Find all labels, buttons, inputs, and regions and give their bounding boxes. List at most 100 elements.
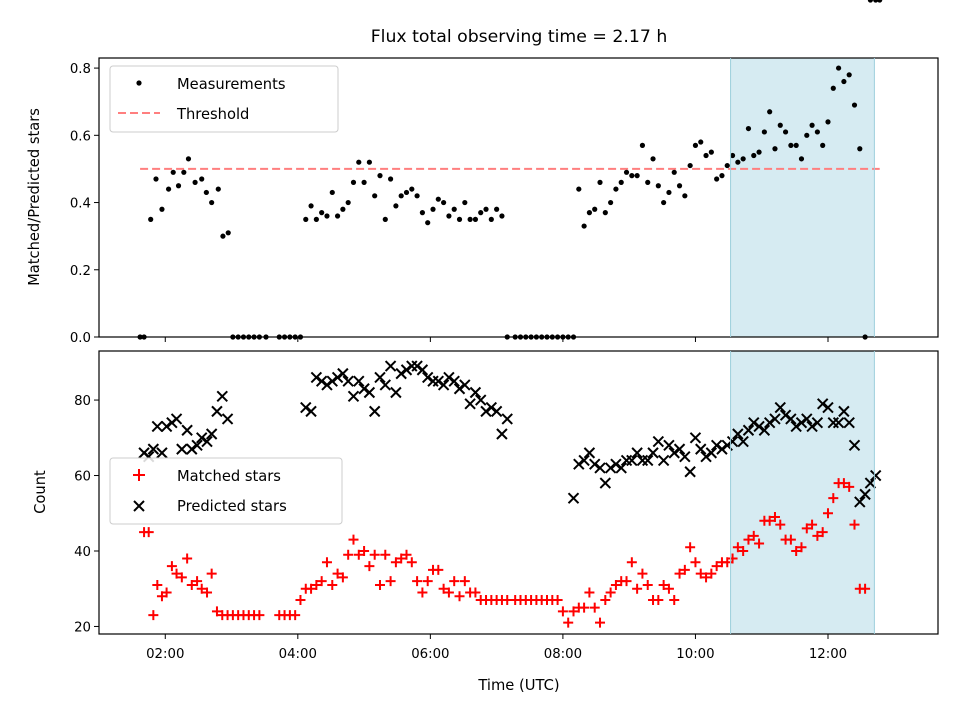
measurements-point — [430, 206, 436, 212]
measurements-point — [788, 142, 794, 148]
predicted-stars-point — [869, 469, 882, 482]
measurements-point — [676, 183, 683, 189]
measurements-point — [419, 210, 426, 216]
matched-stars-point — [171, 568, 182, 579]
predicted-stars-point — [448, 375, 460, 387]
predicted-stars-point — [475, 394, 487, 406]
measurements-point — [825, 119, 831, 125]
measurements-point — [175, 183, 182, 189]
predicted-stars-point — [406, 360, 418, 372]
matched-stars-point — [828, 493, 839, 504]
measurements-point — [467, 216, 473, 222]
measurements-point — [835, 65, 842, 71]
predicted-stars-point — [843, 416, 855, 429]
matched-stars-point — [812, 530, 823, 541]
predicted-stars-point — [716, 443, 728, 455]
matched-stars-point — [449, 576, 460, 587]
predicted-stars-point — [358, 383, 370, 395]
measurements-point — [692, 142, 699, 148]
bottom-legend: Matched stars Predicted stars — [109, 457, 343, 525]
matched-stars-point — [470, 587, 481, 598]
matched-stars-point — [438, 583, 449, 594]
predicted-stars-point — [806, 420, 818, 433]
predicted-stars-point — [379, 379, 392, 391]
predicted-stars-point — [374, 371, 386, 384]
measurements-point — [581, 223, 587, 229]
measurements-point — [435, 196, 441, 202]
predicted-stars-point — [443, 371, 455, 384]
predicted-stars-point — [726, 435, 739, 448]
matched-stars-point — [626, 557, 637, 568]
predicted-stars-point — [822, 401, 834, 414]
matched-stars-point — [385, 576, 396, 587]
predicted-stars-point — [663, 439, 675, 452]
predicted-stars-point — [732, 428, 744, 440]
matched-stars-point — [211, 606, 222, 617]
predicted-stars-point — [705, 447, 718, 459]
measurements-point — [576, 186, 582, 192]
matched-stars-point — [459, 576, 470, 587]
predicted-stars-point — [205, 428, 218, 440]
measurements-point — [488, 216, 494, 222]
measurements-point — [215, 186, 221, 192]
measurements-point — [661, 199, 667, 206]
measurements-point — [192, 179, 198, 185]
predicted-stars-point — [583, 447, 596, 459]
measurements-point — [462, 199, 468, 206]
measurements-point — [714, 176, 720, 182]
predicted-stars-point — [657, 454, 670, 467]
matched-stars-point — [642, 579, 653, 590]
predicted-stars-point — [795, 416, 808, 429]
predicted-stars-point — [390, 386, 402, 399]
matched-stars-point — [422, 576, 433, 587]
predicted-stars-point — [774, 401, 786, 414]
predicted-stars-point — [816, 398, 829, 410]
measurements-point — [608, 199, 614, 206]
matched-stars-point — [669, 595, 680, 606]
matched-stars-point — [679, 564, 690, 575]
matched-stars-point — [584, 587, 595, 598]
matched-stars-point — [364, 561, 375, 572]
matched-stars-point — [412, 576, 423, 587]
matched-stars-point — [801, 523, 812, 534]
predicted-stars-point — [647, 447, 659, 459]
measurements-point — [708, 149, 714, 155]
predicted-stars-point — [763, 416, 776, 429]
measurements-point — [340, 206, 346, 212]
predicted-stars-point — [838, 405, 850, 418]
matched-stars-point — [775, 519, 786, 530]
measurements-point — [851, 102, 858, 108]
predicted-stars-point — [400, 364, 413, 376]
predicted-stars-point — [710, 439, 723, 452]
predicted-stars-point — [186, 443, 198, 455]
matched-stars-point — [605, 587, 616, 598]
matched-stars-point — [727, 553, 738, 564]
measurements-point — [634, 173, 640, 179]
predicted-stars-point — [673, 443, 686, 455]
matched-stars-point — [390, 557, 401, 568]
panel-top: 0.00.20.40.60.8 Matched/Predicted stars … — [26, 0, 939, 346]
predicted-stars-point — [201, 435, 213, 448]
predicted-stars-point — [384, 360, 397, 372]
measurements-point — [372, 193, 378, 199]
matched-stars-point — [206, 568, 217, 579]
x-tick-label: 08:00 — [544, 647, 582, 662]
matched-stars-point — [161, 587, 172, 598]
predicted-stars-point — [395, 367, 407, 380]
matched-stars-point — [610, 579, 621, 590]
measurements-point — [687, 162, 693, 169]
measurements-point — [334, 213, 341, 219]
measurements-point — [597, 179, 603, 185]
matched-stars-point — [637, 568, 648, 579]
measurements-point — [618, 179, 624, 185]
matched-stars-point — [186, 579, 197, 590]
measurements-point — [602, 210, 608, 216]
y-tick-label: 80 — [74, 394, 91, 409]
measurements-point — [153, 176, 159, 182]
predicted-stars-point — [848, 439, 861, 452]
matched-stars-point — [148, 610, 159, 621]
predicted-stars-point — [432, 375, 445, 387]
predicted-stars-point — [411, 360, 423, 372]
predicted-stars-point — [631, 447, 643, 459]
